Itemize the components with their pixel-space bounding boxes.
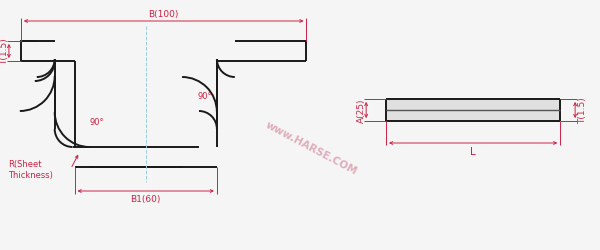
Text: Thickness): Thickness) <box>8 171 53 180</box>
Bar <box>386 100 560 122</box>
Text: www.HARSE.COM: www.HARSE.COM <box>264 119 359 176</box>
Text: R(Sheet: R(Sheet <box>8 160 41 169</box>
Text: B(100): B(100) <box>148 10 179 18</box>
Text: L: L <box>470 146 476 156</box>
Text: 90°: 90° <box>89 118 104 127</box>
Text: A(25): A(25) <box>356 98 365 123</box>
Text: B1(60): B1(60) <box>131 195 161 204</box>
Text: T(1.5): T(1.5) <box>1 38 10 65</box>
Text: T(1.5): T(1.5) <box>578 97 587 124</box>
Text: 90°: 90° <box>197 92 212 101</box>
